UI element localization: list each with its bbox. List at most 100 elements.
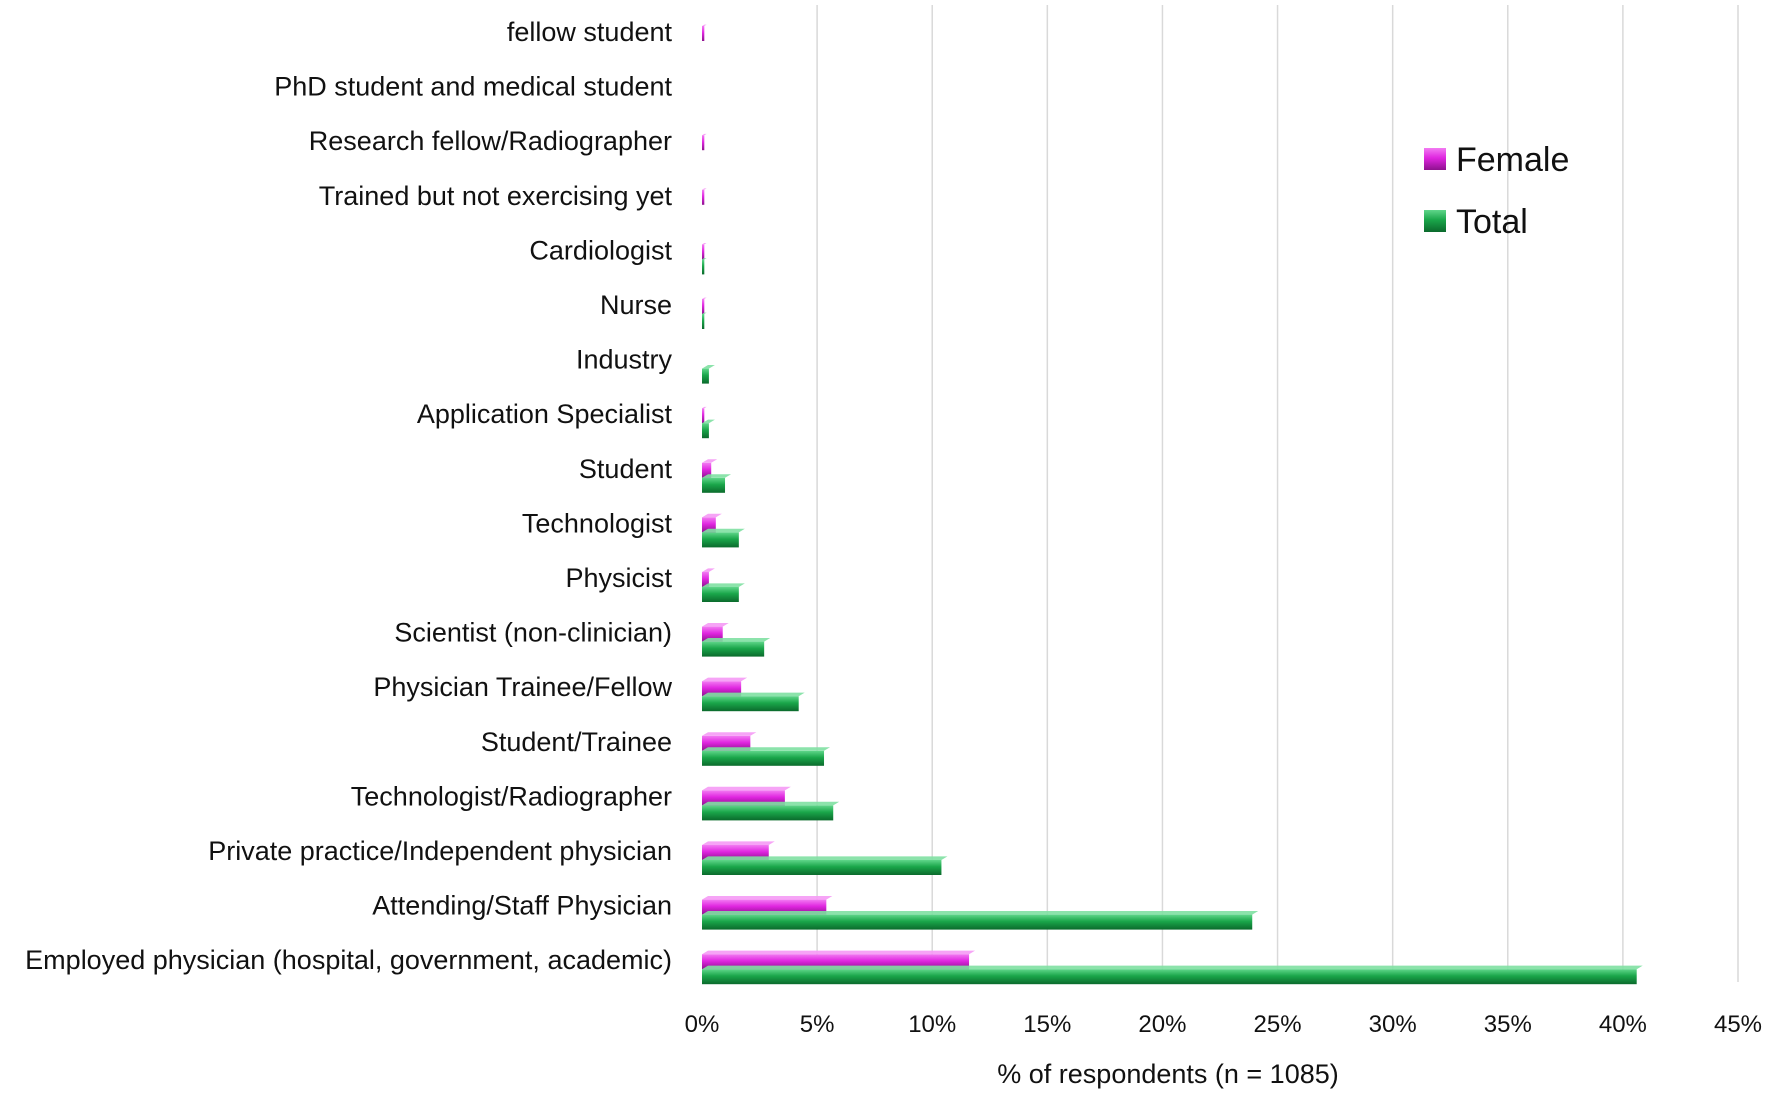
category-label: Technologist (522, 508, 673, 538)
bar-body (702, 299, 705, 314)
bar-cap (702, 474, 732, 478)
bar-total-private-practice-independent-physician (702, 856, 948, 875)
category-label: fellow student (507, 17, 673, 47)
legend-label-female: Female (1456, 141, 1569, 179)
bar-body (702, 587, 739, 602)
bar-cap (702, 568, 715, 572)
x-tick-label: 20% (1138, 1011, 1186, 1038)
bar-body (702, 572, 709, 587)
bar-body (702, 259, 705, 275)
bar-total-technologist (702, 528, 745, 548)
bar-cap (702, 623, 729, 627)
bar-body (702, 954, 970, 970)
bar-total-nurse (702, 312, 707, 329)
bar-cap (702, 856, 948, 860)
bar-total-employed-physician-hospital-government-academic (702, 965, 1643, 985)
bar-body (702, 790, 785, 806)
x-axis-title: % of respondents (n = 1085) (997, 1059, 1338, 1089)
bars (702, 24, 1643, 985)
bar-cap (702, 786, 791, 791)
bar-female-physicist (702, 568, 715, 587)
legend-swatch-total (1424, 210, 1446, 232)
x-tick-label: 30% (1369, 1011, 1417, 1038)
legend-label-total: Total (1456, 203, 1528, 241)
bar-cap (702, 406, 707, 409)
bar-body (702, 805, 834, 821)
bar-total-technologist-radiographer (702, 801, 840, 821)
bar-cap (702, 638, 771, 642)
bar-body (702, 477, 726, 493)
category-label: Nurse (600, 290, 672, 320)
bar-cap (702, 841, 775, 845)
bar-total-cardiologist (702, 258, 707, 275)
bar-cap (702, 459, 718, 463)
bar-body (702, 517, 716, 533)
category-label: Student (579, 454, 673, 484)
category-label: Attending/Staff Physician (372, 891, 672, 921)
legend-swatch-female (1424, 148, 1446, 170)
bar-total-student (702, 474, 732, 493)
bar-cap (702, 896, 833, 900)
category-label: Employed physician (hospital, government… (25, 945, 672, 975)
bar-female-employed-physician-hospital-government-academic (702, 950, 976, 970)
category-label: PhD student and medical student (274, 72, 672, 102)
bar-body (702, 532, 739, 548)
legend-item-total: Total (1424, 203, 1528, 241)
bar-body (702, 368, 709, 384)
bar-female-technologist-radiographer (702, 786, 791, 806)
category-label: Industry (576, 345, 673, 375)
bar-body (702, 26, 705, 41)
category-label: Student/Trainee (481, 727, 672, 757)
bar-body (702, 750, 825, 766)
bar-cap (702, 312, 707, 314)
bar-female-application-specialist (702, 406, 707, 424)
x-tick-label: 10% (908, 1011, 956, 1038)
bar-total-student-trainee (702, 747, 831, 766)
legend-item-female: Female (1424, 141, 1569, 179)
x-tick-label: 15% (1023, 1011, 1071, 1038)
bar-cap (702, 732, 757, 736)
bar-total-attending-staff-physician (702, 911, 1259, 930)
bar-female-research-fellow-radiographer (702, 133, 707, 151)
bar-female-student (702, 459, 718, 478)
bar-cap (702, 677, 748, 682)
bar-total-physicist (702, 583, 745, 602)
bar-total-scientist-non-clinician (702, 638, 771, 657)
bar-female-physician-trainee-fellow (702, 677, 748, 697)
legend: Female Total (1424, 141, 1569, 241)
category-label: Technologist/Radiographer (351, 781, 672, 811)
bar-cap (702, 133, 707, 136)
bar-body (702, 969, 1637, 985)
bar-body (702, 845, 769, 860)
category-label: Scientist (non-clinician) (394, 618, 672, 648)
x-tick-label: 25% (1254, 1011, 1302, 1038)
category-label: Physicist (565, 563, 672, 593)
bar-body (702, 681, 742, 697)
x-tick-label: 0% (685, 1011, 720, 1038)
bar-cap (702, 801, 840, 806)
bar-body (702, 860, 942, 875)
bar-cap (702, 258, 707, 260)
bar-female-attending-staff-physician (702, 896, 833, 915)
bar-female-cardiologist (702, 243, 707, 260)
bar-female-private-practice-independent-physician (702, 841, 775, 860)
bar-cap (702, 583, 745, 587)
bar-cap (702, 188, 707, 190)
bar-body (702, 423, 709, 439)
bar-female-scientist-non-clinician (702, 623, 729, 642)
bar-total-physician-trainee-fellow (702, 692, 805, 712)
bar-female-nurse (702, 297, 707, 314)
x-tick-label: 45% (1714, 1011, 1762, 1038)
bar-total-application-specialist (702, 419, 715, 439)
bar-cap (702, 243, 707, 245)
bar-cap (702, 692, 805, 697)
bar-cap (702, 24, 707, 26)
bar-body (702, 696, 799, 712)
bar-female-technologist (702, 513, 722, 533)
bar-cap (702, 513, 722, 518)
grid-lines (816, 5, 1739, 982)
bar-body (702, 626, 723, 642)
bar-body (702, 244, 705, 260)
bar-body (702, 189, 705, 205)
